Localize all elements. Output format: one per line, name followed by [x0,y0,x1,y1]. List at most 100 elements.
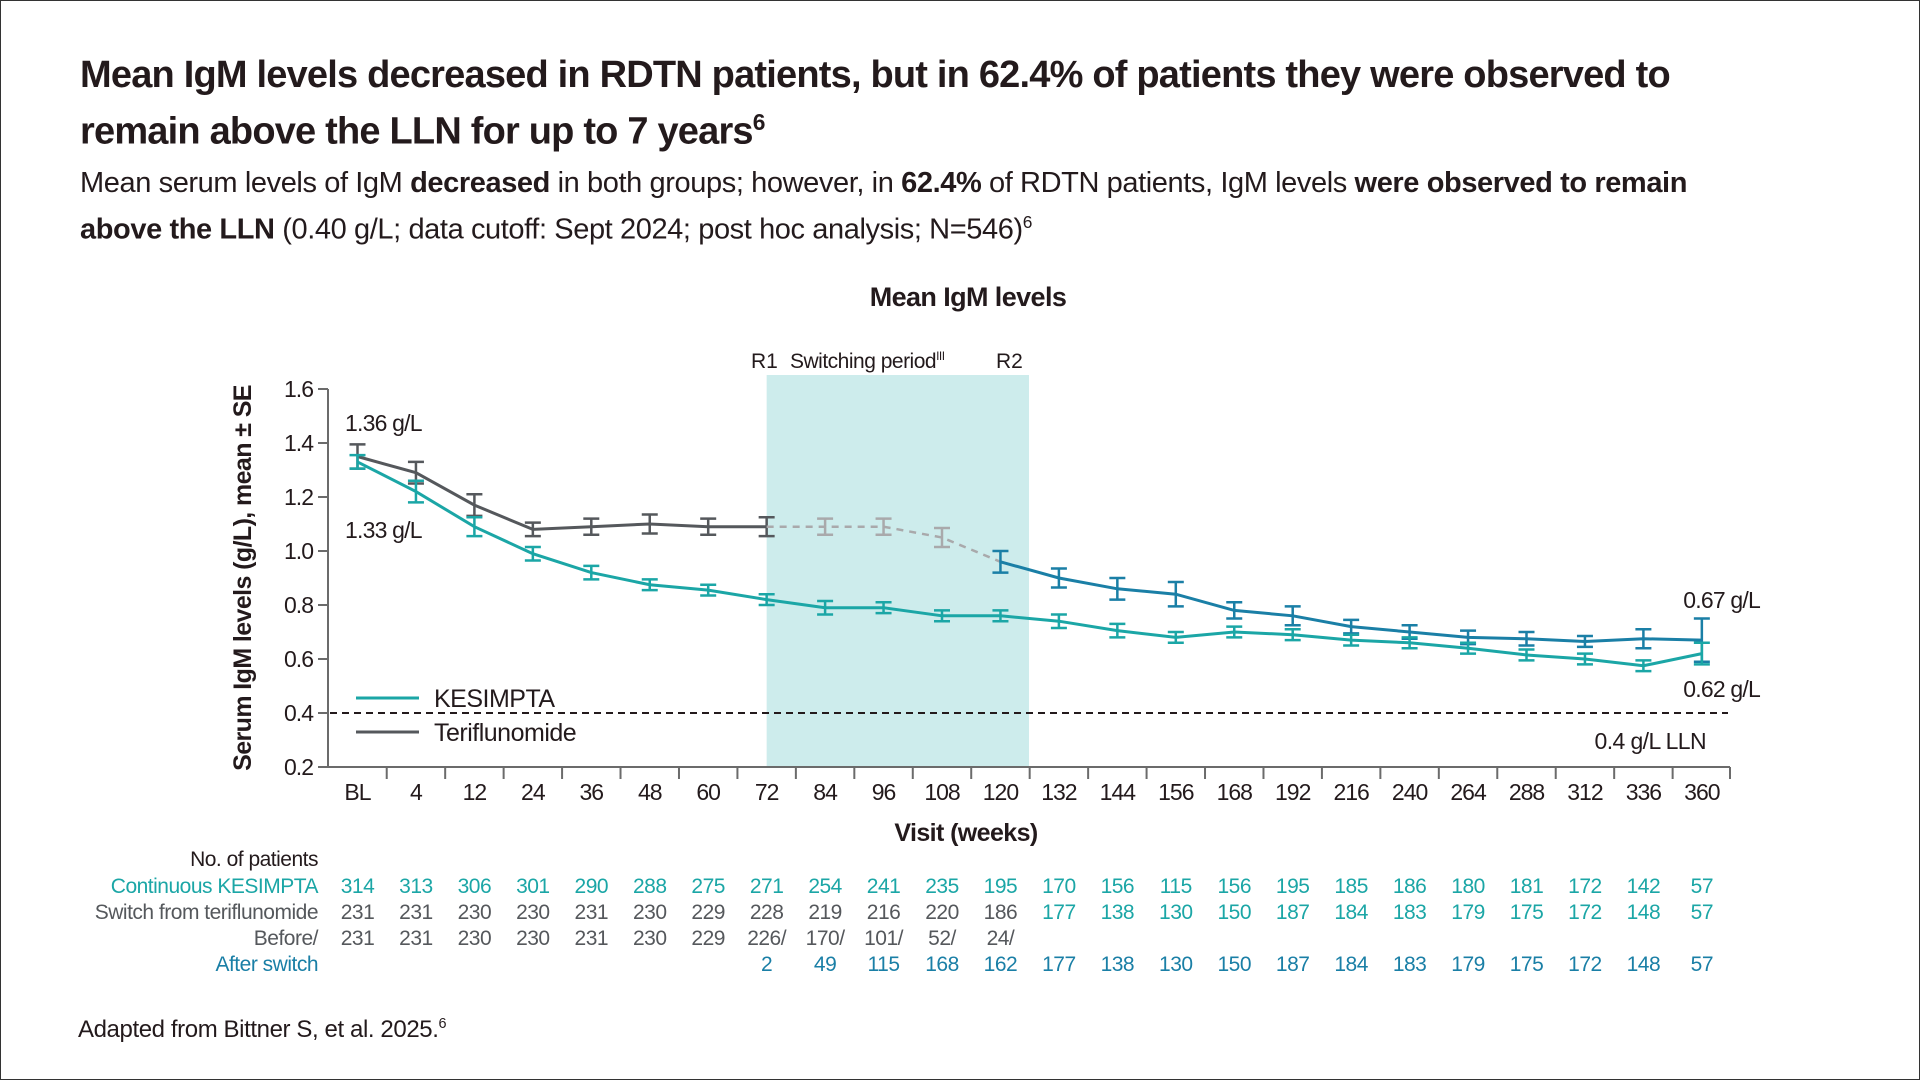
table-cell: 185 [1334,875,1368,898]
table-cell: 180 [1451,875,1485,898]
table-cell: 235 [925,875,959,898]
subtitle-bold: were observed to remain [1354,167,1688,199]
table-cell: 175 [1509,901,1544,924]
value-annotation: 1.36 g/L [345,410,423,436]
kesimpta-error-bar [1343,633,1360,647]
x-tick-label: 360 [1684,779,1720,805]
table-cell: 24/ [986,927,1015,950]
subtitle-bold: decreased [410,167,550,199]
kesimpta-error-bar [466,516,483,538]
table-cell: 186 [1392,875,1427,898]
title-line-2: remain above the LLN for up to 7 years6 [80,99,1670,156]
after-switch-error-bar [1109,576,1126,601]
table-cell: 231 [399,927,433,950]
table-cell: 254 [808,875,842,898]
x-tick-label: 336 [1626,779,1662,805]
after-switch-error-bar [1635,628,1652,650]
x-tick-label: 60 [696,779,720,805]
subtitle-text: of RDTN patients, IgM levels [981,167,1355,199]
after-switch-error-bar [1518,630,1535,647]
table-cell: 241 [866,875,901,898]
kesimpta-line [356,460,1703,668]
table-cell: 156 [1217,875,1252,898]
table-cell: 177 [1042,953,1076,976]
x-tick-label: 144 [1100,779,1137,805]
table-cell: 175 [1509,953,1544,976]
kesimpta-error-bar [524,545,541,562]
kesimpta-error-bar [1167,630,1184,645]
table-cell: 230 [632,927,667,950]
table-row-label: Continuous KESIMPTA [110,875,319,898]
kesimpta-error-bar [1635,659,1652,673]
table-cell: 179 [1451,953,1485,976]
kesimpta-error-bar [1050,613,1067,630]
legend-teriflunomide-label: Teriflunomide [434,719,576,747]
table-cell: 230 [457,927,492,950]
x-tick-label: 288 [1509,779,1545,805]
table-cell: 271 [749,875,784,898]
table-cell: 183 [1392,953,1427,976]
kesimpta-error-bar [641,578,658,592]
table-cell: 231 [574,901,609,924]
x-tick-label: 4 [410,779,423,805]
table-cell: 301 [516,875,550,898]
table-cell: 181 [1509,875,1544,898]
table-cell: 290 [574,875,609,898]
kesimpta-error-bar [1401,636,1418,650]
table-cell: 229 [691,927,725,950]
table-cell: 275 [691,875,725,898]
table-cell: 115 [867,953,900,976]
table-cell: 230 [516,927,550,950]
footnote: Adapted from Bittner S, et al. 2025.6 [78,1016,446,1044]
table-cell: 170/ [805,927,845,950]
table-cell: 172 [1568,901,1602,924]
table-cell: 231 [399,901,433,924]
subtitle-text: (0.40 g/L; data cutoff: Sept 2024; post … [274,213,1023,246]
kesimpta-error-bar [583,564,600,581]
table-cell: 172 [1568,953,1602,976]
x-tick-label: 192 [1275,779,1311,805]
table-cell: 184 [1334,953,1368,976]
footnote-text: Adapted from Bittner S, et al. 2025. [78,1016,439,1043]
y-tick-label: 0.4 [284,700,314,726]
table-cell: 148 [1626,901,1661,924]
table-row-label: After switch [215,953,318,976]
slide-title: Mean IgM levels decreased in RDTN patien… [80,52,1671,156]
slide-subtitle: Mean serum levels of IgM decreased in bo… [80,164,1687,250]
subtitle-text: in both groups; however, in [549,167,902,199]
table-cell: 168 [925,953,959,976]
table-cell: 148 [1626,953,1661,976]
table-row-label: Before/ [253,927,319,950]
table-cell: 130 [1159,901,1193,924]
switching-period-line [766,525,1001,563]
after-switch-error-bar [1576,634,1593,649]
table-cell: 187 [1275,901,1310,924]
table-cell: 115 [1159,875,1192,898]
x-tick-label: 72 [755,779,779,805]
x-tick-label: 12 [463,779,487,805]
x-tick-label: 312 [1567,779,1603,805]
r2-label: R2 [996,350,1023,373]
after-switch-error-bar [992,549,1009,574]
table-cell: 313 [399,875,433,898]
after-switch-error-bar [1167,580,1184,608]
table-cell: 57 [1690,875,1714,898]
title-reference: 6 [752,109,766,135]
r1-label: R1 [751,350,778,373]
table-cell: 186 [983,901,1018,924]
table-cell: 138 [1100,901,1135,924]
kesimpta-error-bar [1518,648,1535,662]
y-axis-title: Serum IgM levels (g/L), mean ± SE [229,385,257,771]
table-cell: 177 [1042,901,1076,924]
table-cell: 230 [632,901,667,924]
x-tick-label: 96 [872,779,896,805]
switching-period-reference: III [936,349,945,363]
kesimpta-error-bar [700,583,717,597]
table-cell: 130 [1159,953,1193,976]
y-tick-label: 0.6 [284,646,313,672]
kesimpta-error-bar [349,453,366,470]
kesimpta-error-bar [1226,625,1243,639]
table-row-label: Switch from teriflunomide [94,901,319,924]
kesimpta-error-bar [1460,641,1477,655]
table-cell: 195 [1275,875,1310,898]
